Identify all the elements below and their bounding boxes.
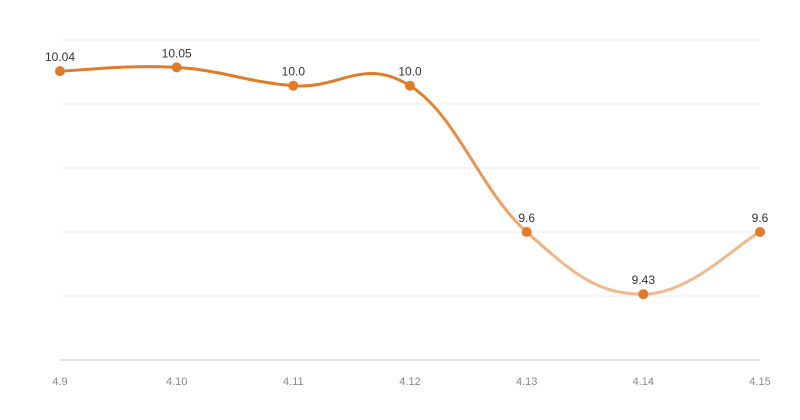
x-tick-labels: 4.9 4.10 4.11 4.12 4.13 4.14 4.15 [52,376,770,388]
data-point-4-12[interactable] [405,80,415,91]
data-point-4-15[interactable] [755,227,765,237]
data-point-4-13[interactable] [521,227,532,237]
x-tick-label: 4.15 [749,376,770,388]
x-tick-label: 4.10 [166,376,187,388]
data-label: 10.0 [398,65,422,79]
data-point-4-9[interactable] [55,66,65,77]
data-label: 9.6 [518,211,535,225]
data-point-4-14[interactable] [638,289,649,300]
data-point-4-11[interactable] [288,80,299,91]
data-point-4-10[interactable] [171,62,182,73]
x-tick-label: 4.11 [283,376,304,388]
markers [55,62,765,300]
x-tick-label: 4.9 [52,376,67,388]
x-tick-label: 4.14 [633,376,654,388]
data-label: 9.6 [752,211,769,225]
grid-lines [60,39,760,297]
series-line [58,65,762,296]
data-labels: 10.04 10.05 10.0 10.0 9.6 9.43 9.6 [45,46,769,287]
data-label: 10.0 [282,65,306,79]
data-label: 10.05 [162,46,192,60]
x-tick-label: 4.13 [516,376,537,388]
data-label: 9.43 [632,273,656,287]
x-tick-label: 4.12 [399,376,420,388]
data-label: 10.04 [45,50,75,64]
